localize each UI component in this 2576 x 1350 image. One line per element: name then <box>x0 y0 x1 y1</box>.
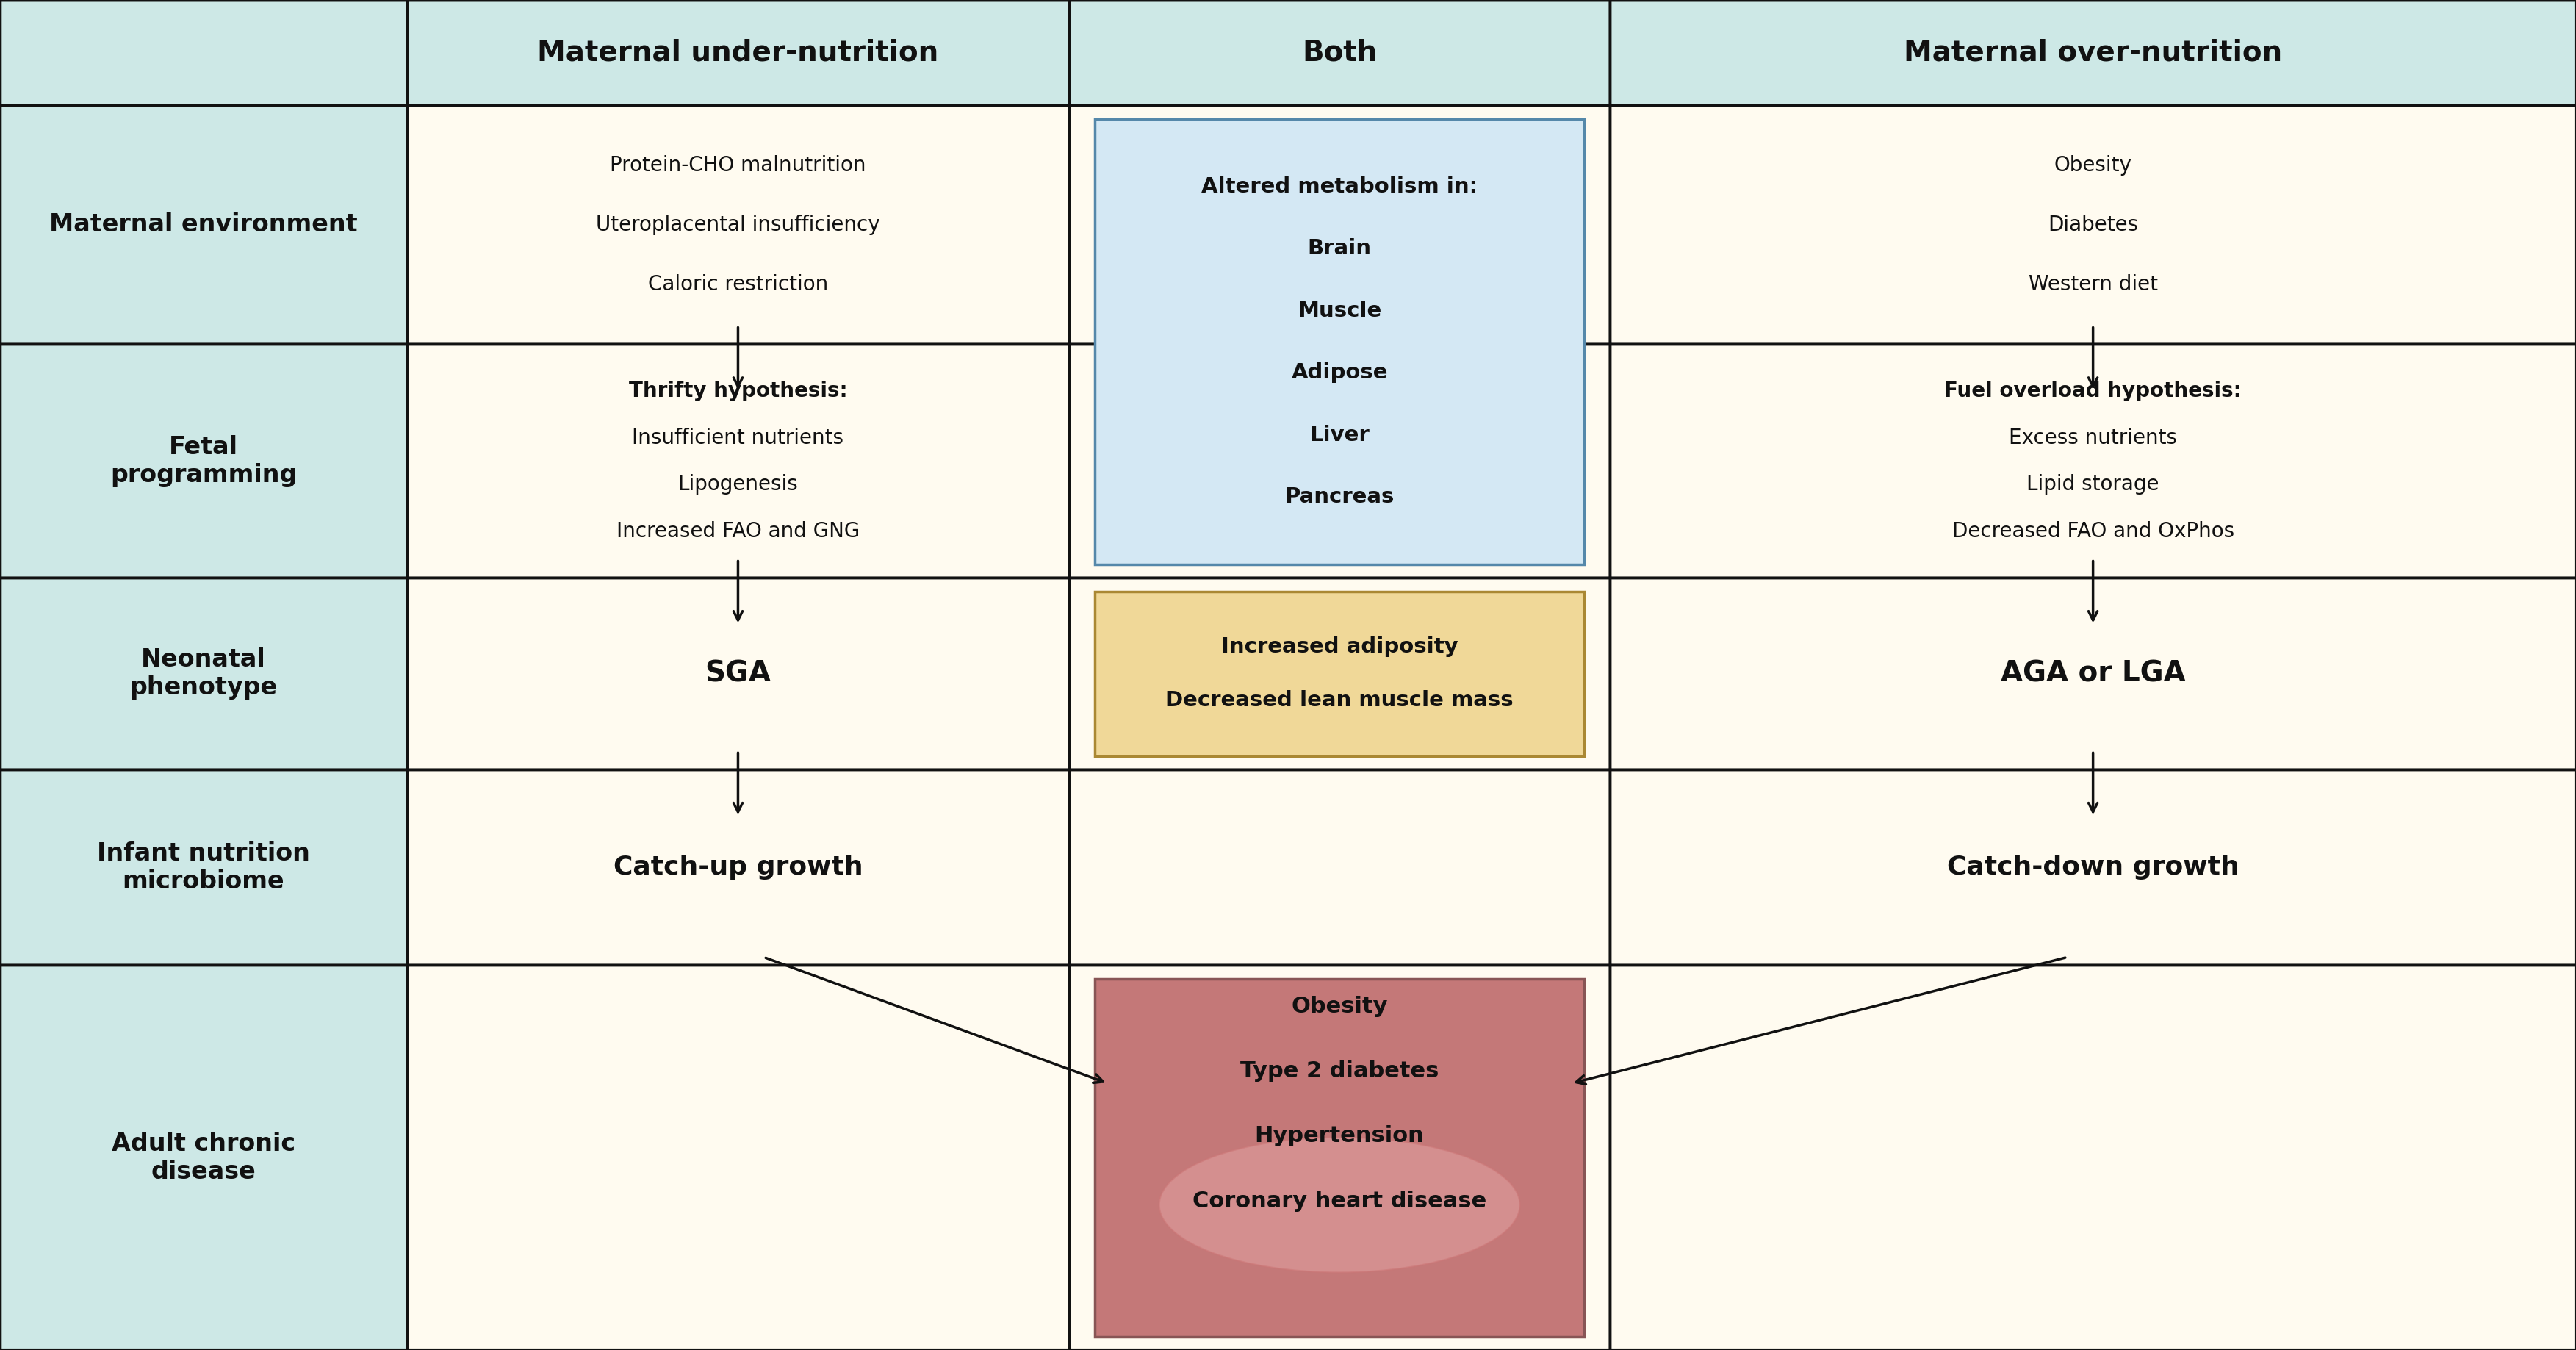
Text: Adult chronic
disease: Adult chronic disease <box>111 1131 296 1184</box>
Text: Altered metabolism in:: Altered metabolism in: <box>1200 176 1479 197</box>
Bar <box>0 965 407 1350</box>
Bar <box>1610 105 2576 344</box>
Text: Pancreas: Pancreas <box>1285 486 1394 508</box>
Text: Maternal environment: Maternal environment <box>49 213 358 236</box>
Bar <box>1610 578 2576 770</box>
Text: Coronary heart disease: Coronary heart disease <box>1193 1191 1486 1211</box>
Text: SGA: SGA <box>706 660 770 687</box>
Bar <box>1069 770 1610 965</box>
Ellipse shape <box>1159 1137 1520 1272</box>
Bar <box>1069 105 1610 344</box>
Text: Catch-up growth: Catch-up growth <box>613 855 863 880</box>
Text: Brain: Brain <box>1309 238 1370 259</box>
Text: Obesity: Obesity <box>1291 996 1388 1017</box>
Text: Increased adiposity: Increased adiposity <box>1221 636 1458 657</box>
Text: AGA or LGA: AGA or LGA <box>2002 660 2184 687</box>
Text: Lipogenesis: Lipogenesis <box>677 474 799 494</box>
Bar <box>407 0 1069 105</box>
Bar <box>1095 119 1584 564</box>
Bar <box>1069 578 1610 770</box>
Text: Increased FAO and GNG: Increased FAO and GNG <box>616 521 860 541</box>
Text: Neonatal
phenotype: Neonatal phenotype <box>129 648 278 699</box>
Bar <box>0 0 407 105</box>
Bar <box>0 344 407 578</box>
Text: Maternal over-nutrition: Maternal over-nutrition <box>1904 39 2282 66</box>
Bar <box>1069 344 1610 578</box>
Bar <box>0 105 407 344</box>
Text: Both: Both <box>1301 39 1378 66</box>
Bar <box>1069 0 1610 105</box>
Bar <box>1095 979 1584 1337</box>
Text: Fuel overload hypothesis:: Fuel overload hypothesis: <box>1945 381 2241 401</box>
Text: Decreased FAO and OxPhos: Decreased FAO and OxPhos <box>1953 521 2233 541</box>
Text: Obesity: Obesity <box>2053 155 2133 176</box>
Text: Type 2 diabetes: Type 2 diabetes <box>1239 1061 1440 1081</box>
Text: Insufficient nutrients: Insufficient nutrients <box>631 428 845 448</box>
Bar <box>1095 591 1584 756</box>
Text: Western diet: Western diet <box>2027 274 2159 294</box>
Bar <box>0 578 407 770</box>
Text: Catch-down growth: Catch-down growth <box>1947 855 2239 880</box>
Text: Diabetes: Diabetes <box>2048 215 2138 235</box>
Text: Adipose: Adipose <box>1291 362 1388 383</box>
Text: Excess nutrients: Excess nutrients <box>2009 428 2177 448</box>
Bar <box>1610 770 2576 965</box>
Text: Protein-CHO malnutrition: Protein-CHO malnutrition <box>611 155 866 176</box>
Text: Thrifty hypothesis:: Thrifty hypothesis: <box>629 381 848 401</box>
Bar <box>1610 344 2576 578</box>
Bar <box>407 578 1069 770</box>
Bar <box>407 770 1069 965</box>
Bar <box>1069 965 1610 1350</box>
Text: Uteroplacental insufficiency: Uteroplacental insufficiency <box>595 215 881 235</box>
Bar <box>407 344 1069 578</box>
Bar <box>0 770 407 965</box>
Text: Hypertension: Hypertension <box>1255 1126 1425 1146</box>
Text: Decreased lean muscle mass: Decreased lean muscle mass <box>1164 690 1515 711</box>
Text: Liver: Liver <box>1309 424 1370 446</box>
Text: Fetal
programming: Fetal programming <box>111 435 296 487</box>
Bar <box>407 105 1069 344</box>
Text: Infant nutrition
microbiome: Infant nutrition microbiome <box>98 841 309 894</box>
Text: Muscle: Muscle <box>1298 300 1381 321</box>
Text: Caloric restriction: Caloric restriction <box>649 274 827 294</box>
Text: Lipid storage: Lipid storage <box>2027 474 2159 494</box>
Bar <box>1610 0 2576 105</box>
Bar <box>407 965 1069 1350</box>
Text: Maternal under-nutrition: Maternal under-nutrition <box>538 39 938 66</box>
Bar <box>1610 965 2576 1350</box>
